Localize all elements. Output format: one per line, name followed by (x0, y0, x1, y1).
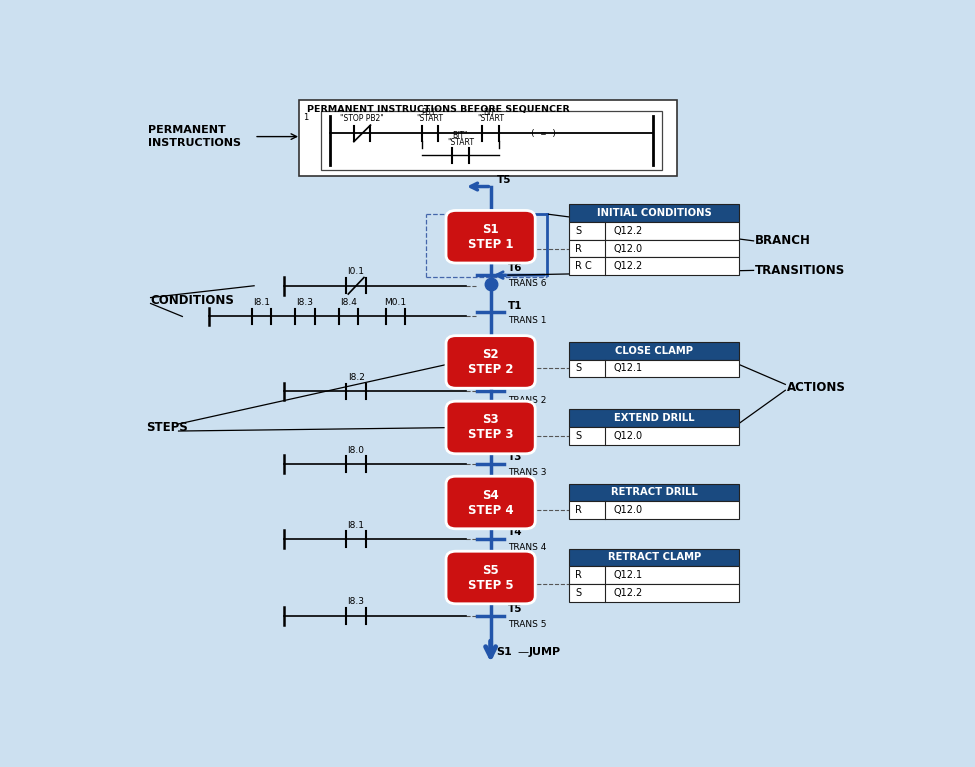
Text: S4
STEP 4: S4 STEP 4 (468, 489, 514, 516)
Text: I8.3: I8.3 (348, 597, 365, 607)
Text: "START: "START (416, 114, 444, 123)
Text: ( = ): ( = ) (530, 129, 557, 138)
FancyBboxPatch shape (446, 551, 535, 604)
Text: Q12.1: Q12.1 (613, 570, 643, 580)
Text: S: S (575, 225, 581, 235)
Text: S: S (575, 431, 581, 441)
Text: STEPS: STEPS (146, 421, 188, 434)
Text: I0.1: I0.1 (348, 268, 365, 276)
Text: Q12.1: Q12.1 (613, 364, 643, 374)
Text: TRANS 1: TRANS 1 (508, 317, 547, 325)
Text: TRANS 4: TRANS 4 (508, 543, 546, 552)
Text: Q12.2: Q12.2 (613, 588, 643, 597)
Text: CLOSE CLAMP: CLOSE CLAMP (615, 346, 693, 356)
Bar (569, 204, 739, 222)
Text: R: R (575, 505, 582, 515)
Text: I8.3: I8.3 (296, 298, 313, 307)
Text: "START: "START (477, 114, 504, 123)
Text: ACTIONS: ACTIONS (787, 381, 845, 393)
Text: Q12.0: Q12.0 (613, 431, 643, 441)
Text: R: R (575, 570, 582, 580)
Text: S1
STEP 1: S1 STEP 1 (468, 222, 514, 251)
Bar (569, 548, 739, 566)
Text: T6: T6 (508, 263, 523, 273)
Text: T1: T1 (508, 301, 523, 311)
Text: RETRACT DRILL: RETRACT DRILL (610, 488, 698, 498)
Text: TRANS 5: TRANS 5 (508, 620, 547, 629)
Text: —: — (517, 647, 528, 657)
Text: Q12.0: Q12.0 (613, 505, 643, 515)
Bar (569, 409, 739, 427)
Bar (569, 502, 739, 519)
FancyBboxPatch shape (446, 210, 535, 263)
Bar (569, 427, 739, 445)
Text: "START: "START (447, 138, 474, 147)
Text: S3
STEP 3: S3 STEP 3 (468, 413, 514, 442)
FancyBboxPatch shape (446, 401, 535, 454)
Text: RETRACT CLAMP: RETRACT CLAMP (607, 552, 701, 562)
Text: T5: T5 (496, 175, 511, 185)
Text: PB1": PB1" (421, 108, 439, 117)
Text: S: S (575, 364, 581, 374)
FancyBboxPatch shape (446, 476, 535, 528)
Text: PERMANENT INSTRUCTIONS BEFORE SEQUENCER: PERMANENT INSTRUCTIONS BEFORE SEQUENCER (307, 105, 569, 114)
Text: I8.2: I8.2 (348, 373, 365, 382)
Bar (569, 258, 739, 275)
Bar (299, 100, 678, 176)
FancyBboxPatch shape (446, 336, 535, 388)
Text: R: R (575, 244, 582, 254)
Text: T4: T4 (508, 528, 523, 538)
Text: Q12.2: Q12.2 (613, 225, 643, 235)
Text: S2
STEP 2: S2 STEP 2 (468, 348, 514, 376)
Bar (569, 566, 739, 584)
Text: T5: T5 (508, 604, 523, 614)
Text: TRANS 2: TRANS 2 (508, 396, 546, 405)
Text: T3: T3 (508, 453, 523, 463)
Text: S5
STEP 5: S5 STEP 5 (468, 564, 514, 591)
Text: S: S (575, 588, 581, 597)
Text: EXTEND DRILL: EXTEND DRILL (614, 413, 694, 423)
Text: "STOP PB2": "STOP PB2" (340, 114, 384, 123)
Bar (569, 484, 739, 502)
Text: TRANS 6: TRANS 6 (508, 279, 547, 288)
Text: I8.4: I8.4 (340, 298, 357, 307)
Text: S1: S1 (496, 647, 513, 657)
Text: BRANCH: BRANCH (755, 235, 811, 248)
Bar (569, 239, 739, 258)
Text: Q12.2: Q12.2 (613, 262, 643, 272)
Text: 1: 1 (303, 114, 308, 122)
Bar (321, 111, 662, 170)
Text: I8.1: I8.1 (348, 521, 365, 530)
Bar (569, 584, 739, 602)
Bar (569, 222, 739, 239)
Text: TRANSITIONS: TRANSITIONS (755, 264, 845, 277)
Text: BIT": BIT" (483, 108, 498, 117)
Text: Q12.0: Q12.0 (613, 244, 643, 254)
Bar (569, 360, 739, 377)
Text: JUMP: JUMP (528, 647, 561, 657)
Text: I8.1: I8.1 (254, 298, 270, 307)
Text: CONDITIONS: CONDITIONS (150, 294, 234, 307)
Text: I8.0: I8.0 (348, 446, 365, 455)
Text: BIT": BIT" (452, 131, 468, 140)
Text: T2: T2 (508, 380, 523, 390)
Text: TRANS 3: TRANS 3 (508, 468, 547, 477)
Text: PERMANENT
INSTRUCTIONS: PERMANENT INSTRUCTIONS (148, 125, 242, 148)
Text: INITIAL CONDITIONS: INITIAL CONDITIONS (597, 208, 712, 218)
Text: R C: R C (575, 262, 592, 272)
Text: M0.1: M0.1 (384, 298, 407, 307)
Bar (569, 342, 739, 360)
